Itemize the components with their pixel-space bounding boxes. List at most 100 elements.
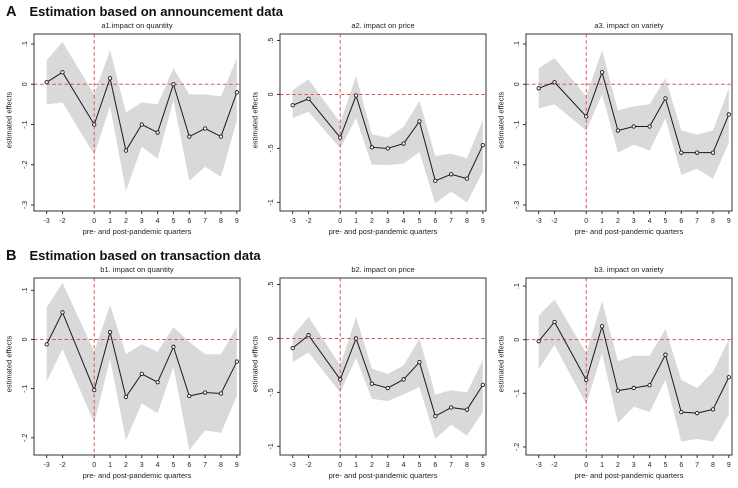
svg-text:7: 7 <box>695 218 699 225</box>
svg-text:4: 4 <box>156 218 160 225</box>
panel-a1: a1.impact on quantity estimated effects … <box>0 20 246 242</box>
svg-text:9: 9 <box>481 462 485 469</box>
svg-text:7: 7 <box>203 462 207 469</box>
panel-a1-title: a1.impact on quantity <box>101 21 173 30</box>
panel-b1: b1. impact on quantity estimated effects… <box>0 264 246 486</box>
section-b-letter: B <box>6 248 17 264</box>
panel-a1-plot: -3 -2 0 1 2 3 4 5 6 7 8 9 .1 0 -.1 -.2 -.3 <box>22 33 241 225</box>
svg-text:-2: -2 <box>305 462 311 469</box>
svg-text:1: 1 <box>354 218 358 225</box>
svg-text:9: 9 <box>481 218 485 225</box>
svg-text:-.3: -.3 <box>22 201 29 209</box>
svg-text:-.1: -.1 <box>514 120 521 128</box>
svg-text:-1: -1 <box>268 199 275 205</box>
svg-text:1: 1 <box>354 462 358 469</box>
svg-text:0: 0 <box>584 462 588 469</box>
svg-text:-3: -3 <box>44 218 50 225</box>
svg-text:6: 6 <box>187 462 191 469</box>
svg-text:5: 5 <box>417 218 421 225</box>
svg-text:2: 2 <box>616 218 620 225</box>
svg-text:7: 7 <box>449 462 453 469</box>
panel-b1-plot: -3 -2 0 1 2 3 4 5 6 7 8 9 .1 0 -.1 -.2 <box>22 277 241 469</box>
svg-text:.5: .5 <box>268 281 275 287</box>
svg-text:3: 3 <box>632 462 636 469</box>
svg-text:-.5: -.5 <box>268 388 275 396</box>
svg-text:-.2: -.2 <box>514 443 521 451</box>
svg-text:3: 3 <box>386 218 390 225</box>
svg-text:4: 4 <box>156 462 160 469</box>
section-a-heading-text: Estimation based on announcement data <box>29 4 284 19</box>
panel-a1-x-axis-label: pre- and post-pandemic quarters <box>82 227 192 236</box>
svg-text:1: 1 <box>600 218 604 225</box>
svg-text:0: 0 <box>338 218 342 225</box>
panel-b3-plot: -3 -2 0 1 2 3 4 5 6 7 8 9 .1 0 -.1 -.2 <box>514 277 733 469</box>
section-a-letter: A <box>6 4 17 20</box>
svg-text:-3: -3 <box>290 462 296 469</box>
svg-text:2: 2 <box>616 462 620 469</box>
svg-text:5: 5 <box>663 462 667 469</box>
svg-text:-.1: -.1 <box>22 384 29 392</box>
section-b-heading: B Estimation based on transaction data <box>0 244 738 264</box>
svg-text:2: 2 <box>124 462 128 469</box>
panel-a2-plot: -3 -2 0 1 2 3 4 5 6 7 8 9 .5 0 -.5 -1 <box>268 33 487 225</box>
svg-text:8: 8 <box>711 218 715 225</box>
svg-text:0: 0 <box>22 337 29 341</box>
svg-text:3: 3 <box>632 218 636 225</box>
svg-text:-.2: -.2 <box>22 161 29 169</box>
panel-a3-title: a3. impact on variety <box>594 21 664 30</box>
panel-b2-plot: -3 -2 0 1 2 3 4 5 6 7 8 9 .5 0 -.5 -1 <box>268 277 487 469</box>
panel-b2: b2. impact on price estimated effects -3… <box>246 264 492 486</box>
svg-text:8: 8 <box>219 218 223 225</box>
svg-text:-3: -3 <box>536 462 542 469</box>
panel-b3: b3. impact on variety estimated effects … <box>492 264 738 486</box>
svg-text:-2: -2 <box>551 218 557 225</box>
svg-text:6: 6 <box>433 462 437 469</box>
svg-text:2: 2 <box>370 218 374 225</box>
svg-text:-1: -1 <box>268 443 275 449</box>
svg-text:3: 3 <box>140 462 144 469</box>
panel-b1-x-axis-label: pre- and post-pandemic quarters <box>82 471 192 480</box>
panel-b3-title: b3. impact on variety <box>594 265 664 274</box>
svg-text:5: 5 <box>171 218 175 225</box>
panel-a3-plot: -3 -2 0 1 2 3 4 5 6 7 8 9 .1 0 -.1 -.2 -.3 <box>514 33 733 225</box>
svg-text:7: 7 <box>695 462 699 469</box>
svg-text:-.2: -.2 <box>514 161 521 169</box>
svg-text:9: 9 <box>727 218 731 225</box>
svg-text:8: 8 <box>465 218 469 225</box>
svg-text:-3: -3 <box>536 218 542 225</box>
svg-text:7: 7 <box>449 218 453 225</box>
svg-text:9: 9 <box>235 462 239 469</box>
svg-text:-.2: -.2 <box>22 434 29 442</box>
svg-text:0: 0 <box>268 336 275 340</box>
svg-text:0: 0 <box>92 218 96 225</box>
panel-a2-x-axis-label: pre- and post-pandemic quarters <box>328 227 438 236</box>
svg-text:0: 0 <box>22 82 29 86</box>
svg-text:8: 8 <box>465 462 469 469</box>
svg-text:0: 0 <box>584 218 588 225</box>
svg-text:0: 0 <box>514 338 521 342</box>
svg-text:7: 7 <box>203 218 207 225</box>
svg-text:0: 0 <box>338 462 342 469</box>
svg-text:1: 1 <box>108 218 112 225</box>
svg-text:2: 2 <box>124 218 128 225</box>
svg-text:4: 4 <box>648 462 652 469</box>
svg-text:0: 0 <box>514 82 521 86</box>
svg-text:-2: -2 <box>59 462 65 469</box>
svg-text:-.3: -.3 <box>514 201 521 209</box>
section-a-panels: a1.impact on quantity estimated effects … <box>0 20 738 242</box>
svg-text:5: 5 <box>417 462 421 469</box>
svg-text:9: 9 <box>235 218 239 225</box>
svg-text:6: 6 <box>679 218 683 225</box>
svg-text:.1: .1 <box>22 287 29 293</box>
svg-text:9: 9 <box>727 462 731 469</box>
svg-text:8: 8 <box>219 462 223 469</box>
svg-text:2: 2 <box>370 462 374 469</box>
svg-text:-2: -2 <box>305 218 311 225</box>
section-b-panels: b1. impact on quantity estimated effects… <box>0 264 738 486</box>
svg-text:0: 0 <box>92 462 96 469</box>
svg-text:5: 5 <box>171 462 175 469</box>
panel-a2: a2. impact on price estimated effects -3… <box>246 20 492 242</box>
panel-a3: a3. impact on variety estimated effects … <box>492 20 738 242</box>
svg-text:.1: .1 <box>514 41 521 47</box>
